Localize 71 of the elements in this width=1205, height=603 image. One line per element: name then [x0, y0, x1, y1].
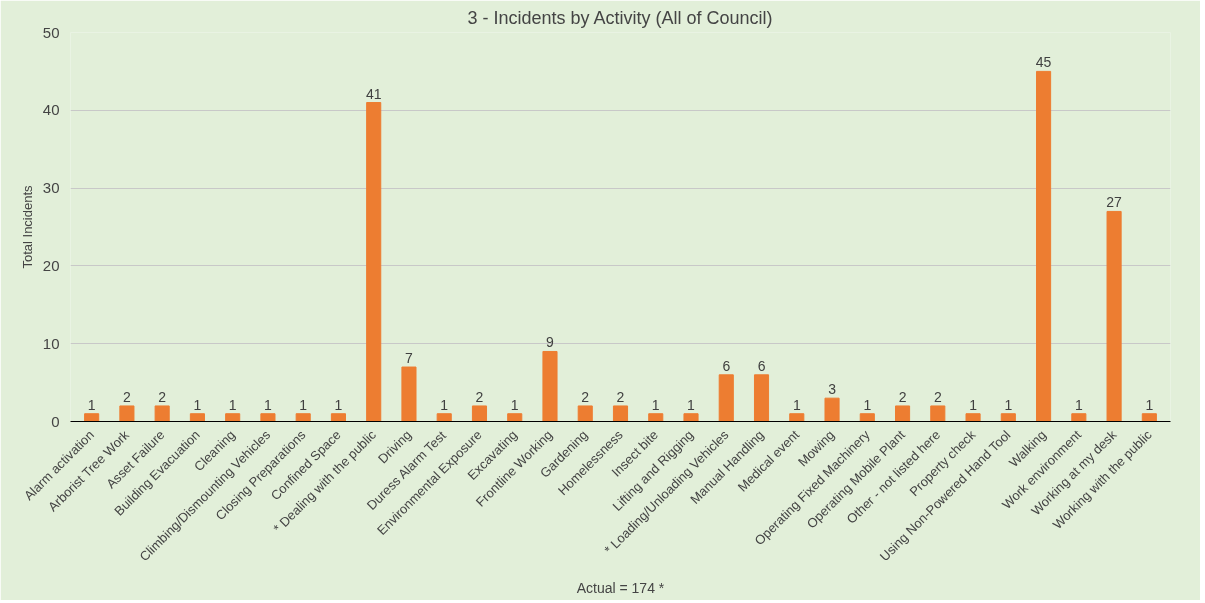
- bar: [225, 413, 241, 422]
- data-label: 1: [510, 396, 519, 413]
- y-tick-label: 30: [42, 179, 60, 197]
- data-label: 41: [365, 85, 382, 102]
- bar: [1071, 413, 1087, 422]
- bar: [542, 350, 558, 422]
- data-label: 2: [898, 388, 907, 405]
- bar: [930, 405, 946, 422]
- data-label: 1: [440, 396, 449, 413]
- bar: [1106, 210, 1122, 422]
- data-label: 3: [828, 381, 837, 398]
- data-label: 9: [546, 334, 555, 351]
- data-label: 2: [475, 388, 484, 405]
- data-label: 1: [87, 396, 96, 413]
- bar: [401, 366, 417, 422]
- data-label: 1: [792, 396, 801, 413]
- data-label: 6: [722, 357, 731, 374]
- data-label: 45: [1035, 54, 1052, 71]
- bar: [366, 102, 382, 422]
- bar: [824, 397, 840, 422]
- y-tick-label: 40: [42, 101, 60, 119]
- data-label: 1: [1074, 396, 1083, 413]
- data-label: 1: [1145, 396, 1154, 413]
- bar: [154, 405, 170, 422]
- bar: [612, 405, 629, 422]
- bar: [648, 413, 664, 422]
- data-label: 1: [651, 396, 660, 413]
- bar: [84, 413, 100, 422]
- bar: [295, 413, 311, 422]
- y-tick-label: 50: [42, 23, 60, 41]
- data-label: 1: [863, 396, 872, 413]
- data-label: 2: [158, 388, 167, 405]
- bar: [436, 413, 452, 422]
- y-tick-label: 0: [51, 412, 60, 430]
- data-label: 7: [405, 350, 414, 367]
- bar: [683, 413, 699, 422]
- bar: [753, 374, 770, 422]
- data-label: 2: [616, 388, 625, 405]
- data-label: 6: [757, 357, 766, 374]
- bar: [1141, 413, 1157, 422]
- bar: [260, 413, 276, 422]
- chart-title: 3 - Incidents by Activity (All of Council): [467, 7, 773, 28]
- bar: [895, 405, 911, 422]
- data-label: 27: [1106, 194, 1123, 211]
- data-label: 2: [581, 388, 590, 405]
- bar: [1000, 413, 1016, 422]
- bar: [330, 413, 346, 422]
- data-label: 1: [334, 396, 343, 413]
- bar: [119, 405, 135, 422]
- data-label: 1: [1004, 396, 1013, 413]
- data-label: 1: [969, 396, 978, 413]
- bar: [577, 405, 593, 422]
- bar: [1036, 70, 1052, 422]
- bar: [859, 413, 875, 422]
- data-label: 1: [193, 396, 202, 413]
- data-label: 1: [264, 396, 273, 413]
- bar: [789, 413, 805, 422]
- y-axis-title: Total Incidents: [19, 184, 35, 269]
- bar: [718, 374, 734, 422]
- data-label: 2: [123, 388, 132, 405]
- data-label: 1: [687, 396, 696, 413]
- bar: [189, 413, 205, 422]
- bar: [507, 413, 523, 422]
- bar: [471, 405, 488, 422]
- data-label: 1: [299, 396, 308, 413]
- y-tick-label: 10: [42, 334, 60, 352]
- data-label: 2: [933, 388, 942, 405]
- text: Actual = 174 *: [576, 579, 665, 596]
- y-tick-label: 20: [42, 256, 60, 274]
- bar: [965, 413, 981, 422]
- data-label: 1: [228, 396, 237, 413]
